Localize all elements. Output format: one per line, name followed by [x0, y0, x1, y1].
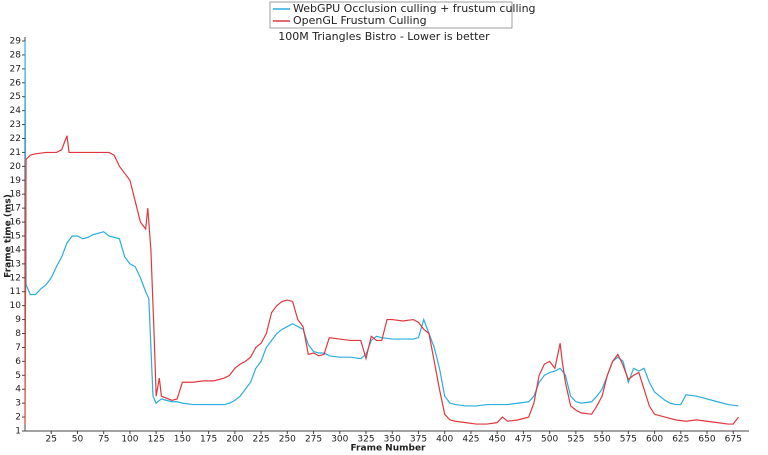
- y-tick-label: 13: [10, 259, 21, 269]
- y-axis-title: Frame time (ms): [4, 194, 14, 278]
- y-tick-label: 4: [15, 385, 21, 395]
- y-tick-label: 6: [15, 357, 21, 367]
- x-tick-label: 425: [462, 435, 479, 445]
- x-tick-label: 350: [384, 435, 401, 445]
- x-tick-label: 225: [252, 435, 269, 445]
- x-tick-label: 450: [489, 435, 506, 445]
- x-tick-label: 275: [305, 435, 322, 445]
- x-tick-label: 175: [200, 435, 217, 445]
- x-tick-label: 650: [698, 435, 715, 445]
- y-tick-label: 9: [15, 315, 21, 325]
- y-tick-label: 7: [15, 343, 21, 353]
- x-tick-label: 600: [646, 435, 663, 445]
- y-tick-label: 21: [10, 148, 21, 158]
- x-tick-label: 100: [121, 435, 138, 445]
- y-tick-label: 3: [15, 399, 21, 409]
- y-tick-label: 29: [10, 37, 22, 47]
- legend-label: OpenGL Frustum Culling: [293, 14, 427, 27]
- y-tick-label: 25: [10, 92, 21, 102]
- y-tick-label: 20: [10, 162, 22, 172]
- x-tick-label: 325: [357, 435, 374, 445]
- y-tick-label: 8: [15, 329, 21, 339]
- x-tick-label: 300: [331, 435, 348, 445]
- y-tick-label: 27: [10, 64, 21, 74]
- y-tick-label: 22: [10, 134, 21, 144]
- x-axis-title: Frame Number: [350, 444, 426, 454]
- x-tick-label: 25: [46, 435, 57, 445]
- x-tick-label: 625: [672, 435, 689, 445]
- x-tick-label: 150: [174, 435, 191, 445]
- y-tick-label: 18: [10, 190, 22, 200]
- y-tick-label: 16: [10, 218, 22, 228]
- series-line: [24, 135, 739, 425]
- x-tick-label: 500: [541, 435, 558, 445]
- x-tick-label: 575: [620, 435, 637, 445]
- y-tick-label: 5: [15, 371, 21, 381]
- legend-label: WebGPU Occlusion culling + frustum culli…: [293, 2, 536, 15]
- x-tick-label: 525: [567, 435, 584, 445]
- y-tick-label: 17: [10, 204, 21, 214]
- y-tick-label: 14: [10, 245, 22, 255]
- x-tick-label: 125: [148, 435, 165, 445]
- legend-box: [269, 1, 513, 29]
- y-tick-label: 15: [10, 232, 21, 242]
- y-tick-label: 24: [10, 106, 22, 116]
- x-tick-label: 250: [279, 435, 296, 445]
- x-tick-label: 375: [410, 435, 427, 445]
- chart-title: 100M Triangles Bistro - Lower is better: [278, 30, 490, 43]
- y-tick-label: 11: [10, 287, 21, 297]
- x-tick-label: 550: [594, 435, 611, 445]
- x-tick-label: 50: [72, 435, 84, 445]
- x-tick-label: 400: [436, 435, 453, 445]
- x-tick-label: 200: [226, 435, 243, 445]
- y-tick-label: 26: [10, 78, 22, 88]
- y-tick-label: 1: [15, 427, 21, 437]
- y-tick-label: 10: [10, 301, 22, 311]
- y-tick-label: 2: [15, 413, 21, 423]
- y-tick-label: 12: [10, 273, 21, 283]
- series-line: [24, 40, 739, 407]
- y-tick-label: 19: [10, 176, 22, 186]
- y-tick-label: 23: [10, 120, 21, 130]
- y-tick-label: 28: [10, 50, 22, 60]
- x-tick-label: 75: [98, 435, 109, 445]
- x-tick-label: 475: [515, 435, 532, 445]
- x-tick-label: 675: [725, 435, 742, 445]
